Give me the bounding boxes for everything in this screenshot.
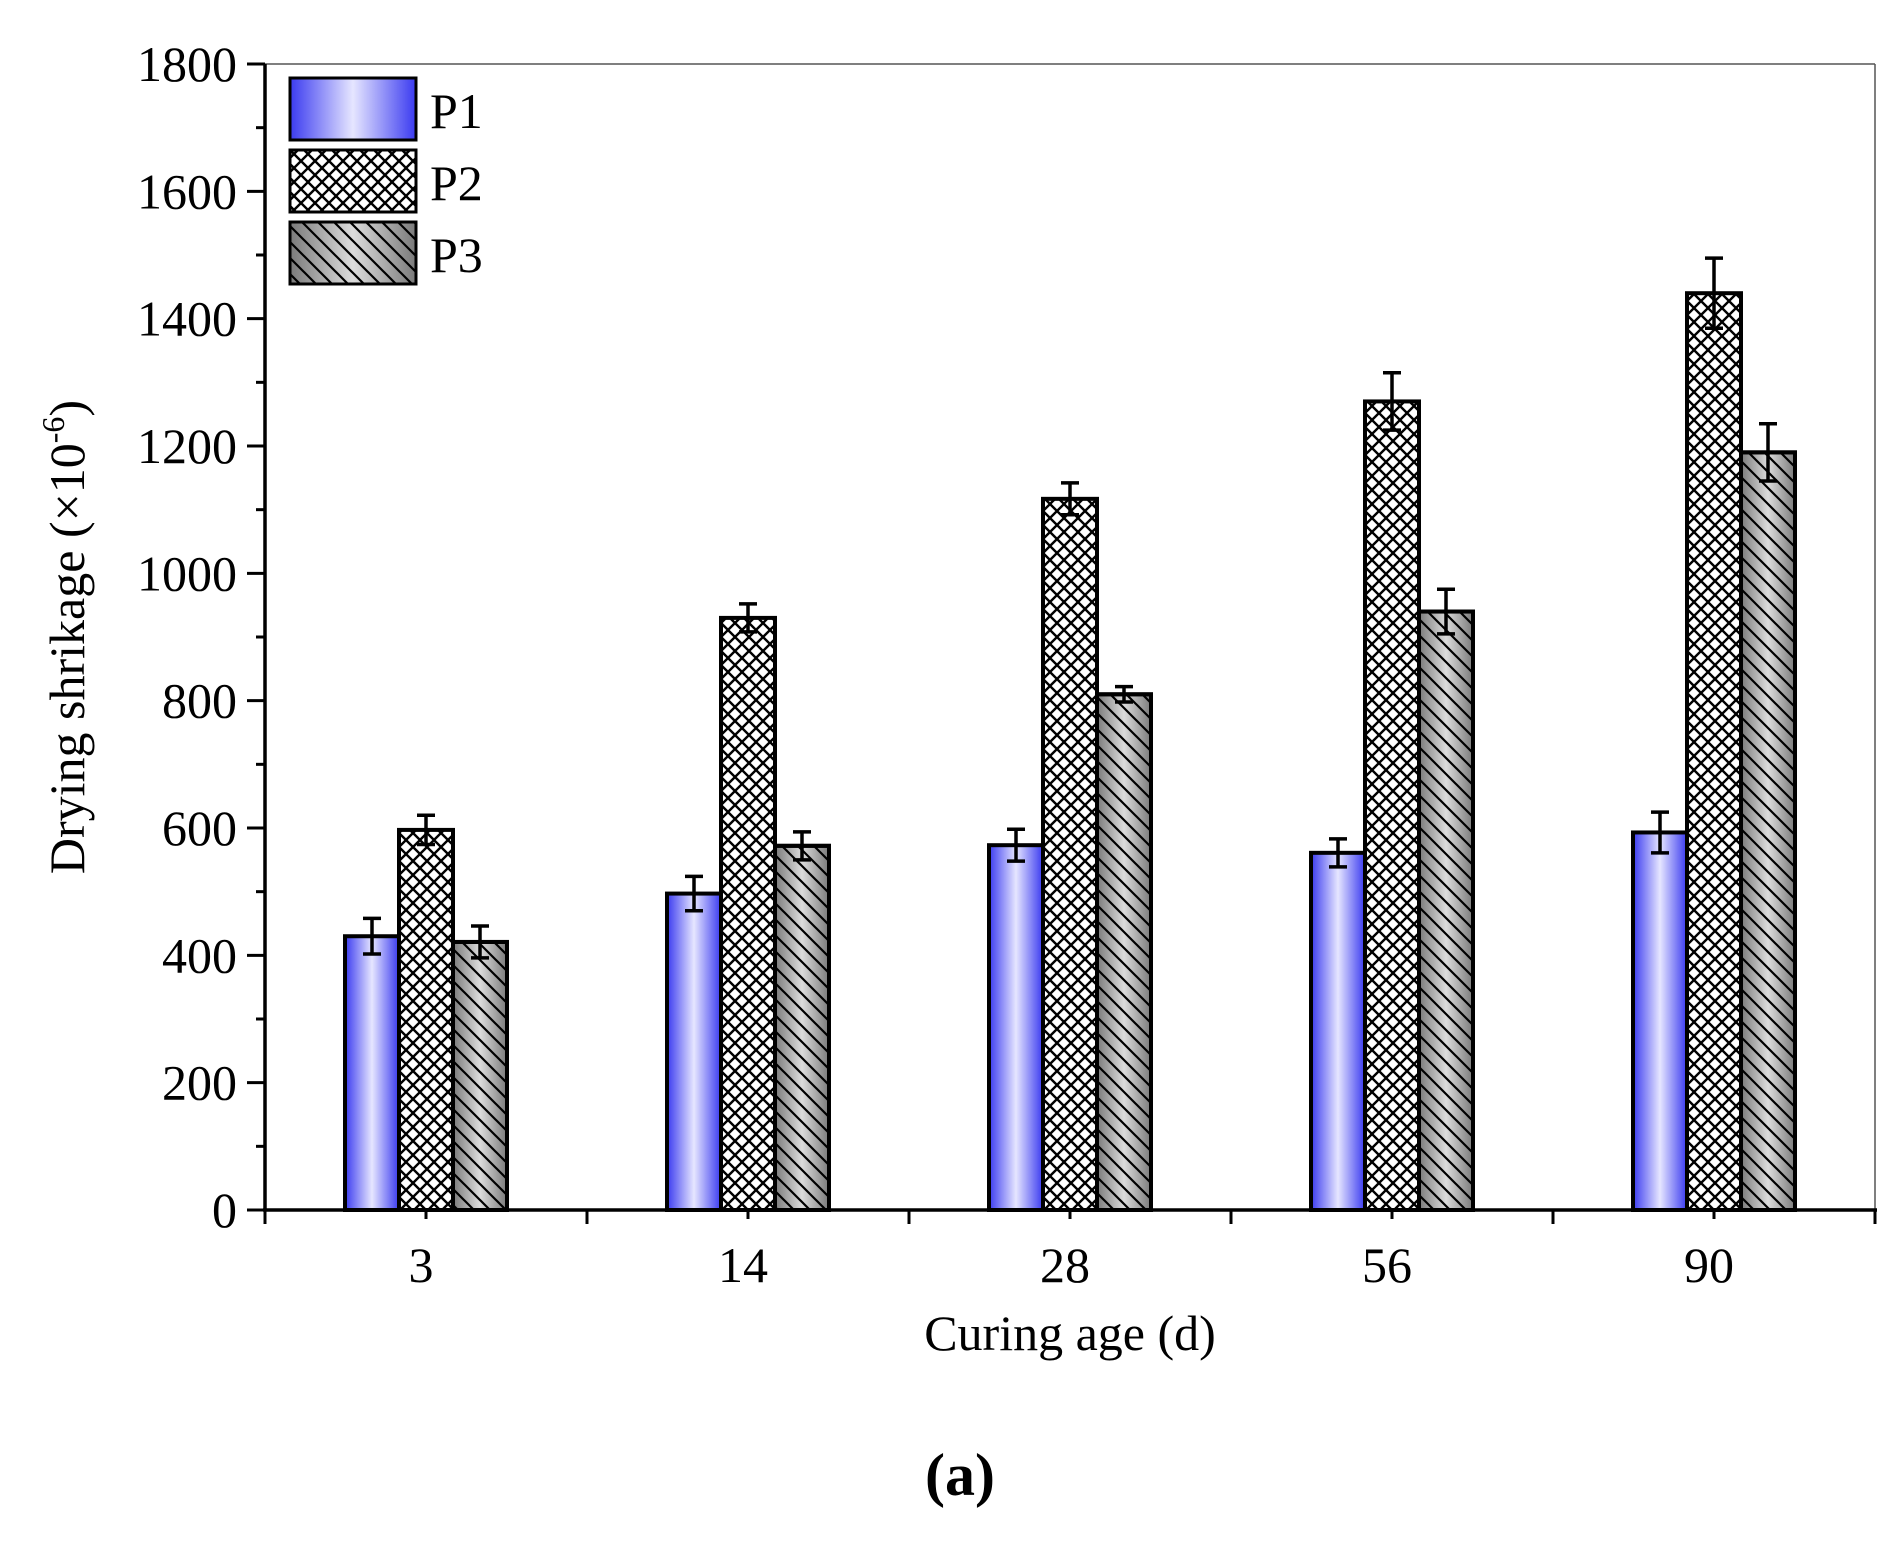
y-axis-label-close: ) <box>39 400 95 417</box>
y-tick-label: 200 <box>162 1055 237 1111</box>
y-tick-label: 1600 <box>137 163 237 219</box>
legend-label-p2: P2 <box>430 155 483 211</box>
x-tick-label: 28 <box>1040 1237 1090 1293</box>
y-axis: 0 200 400 600 800 1000 1200 1400 1600 1800 Drying… <box>35 36 267 1238</box>
bar-p2 <box>1363 399 1421 1212</box>
x-tick-label: 3 <box>409 1237 434 1293</box>
x-tick-label: 56 <box>1362 1237 1412 1293</box>
y-tick-label: 1000 <box>137 545 237 601</box>
y-tick-label: 600 <box>162 800 237 856</box>
x-tick-label: 90 <box>1684 1237 1734 1293</box>
y-tick-label: 0 <box>212 1182 237 1238</box>
errorbars-layer <box>363 256 1777 960</box>
x-axis-label: Curing age (d) <box>924 1305 1216 1361</box>
bar-p3-hatch <box>1417 609 1475 1212</box>
y-tick-label: 1400 <box>137 291 237 347</box>
bar-p1 <box>1631 830 1689 1212</box>
bar-p2 <box>1685 291 1743 1212</box>
panel-label-text: (a) <box>925 1442 995 1508</box>
bar-p2 <box>719 615 777 1212</box>
legend-swatch-p1 <box>288 76 418 142</box>
bar-p3-hatch <box>1095 692 1153 1212</box>
bars-layer <box>343 291 1797 1213</box>
legend-label-p1: P1 <box>430 83 483 139</box>
panel-label: (a) <box>925 1442 995 1508</box>
bar-p3-hatch <box>1739 450 1797 1213</box>
y-axis-label-main: Drying shrikage (×10 <box>39 443 95 874</box>
legend-swatch-p2 <box>288 148 418 214</box>
legend-swatch-p3-hatch <box>288 220 418 286</box>
x-tick-label: 14 <box>718 1237 768 1293</box>
bar-p1 <box>343 934 401 1212</box>
bar-p2 <box>397 827 455 1212</box>
x-axis: 3 14 28 56 90 Curing age (d) <box>263 1208 1877 1361</box>
bar-p3-hatch <box>773 843 831 1212</box>
y-tick-label: 400 <box>162 927 237 983</box>
y-axis-label: Drying shrikage (×10-6) <box>35 400 95 874</box>
bar-p1 <box>1309 850 1367 1213</box>
x-ticks: 3 14 28 56 90 <box>263 1210 1877 1293</box>
y-axis-label-superscript: -6 <box>35 417 71 444</box>
bar-p1 <box>987 843 1045 1212</box>
y-tick-label: 800 <box>162 673 237 729</box>
bar-p2 <box>1041 496 1099 1212</box>
y-tick-label: 1800 <box>137 36 237 92</box>
legend-label-p3: P3 <box>430 227 483 283</box>
legend: P1 P2 P3 <box>288 76 483 286</box>
y-tick-label: 1200 <box>137 418 237 474</box>
bar-p1 <box>665 891 723 1212</box>
y-ticks: 0 200 400 600 800 1000 1200 1400 1600 1800 <box>137 36 265 1238</box>
bar-p3-hatch <box>451 939 509 1212</box>
plot-frame <box>265 63 1876 1210</box>
